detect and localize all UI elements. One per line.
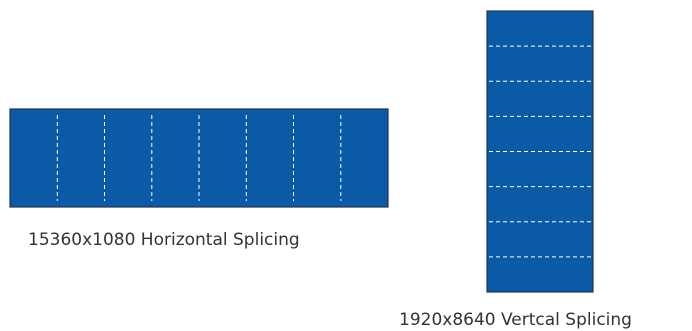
horizontal-splicing-panel <box>9 108 389 208</box>
vertical-splicing-panel <box>486 10 594 293</box>
vertical-splicing-caption: 1920x8640 Vertcal Splicing <box>399 310 632 330</box>
horizontal-splicing-caption: 15360x1080 Horizontal Splicing <box>28 230 300 250</box>
